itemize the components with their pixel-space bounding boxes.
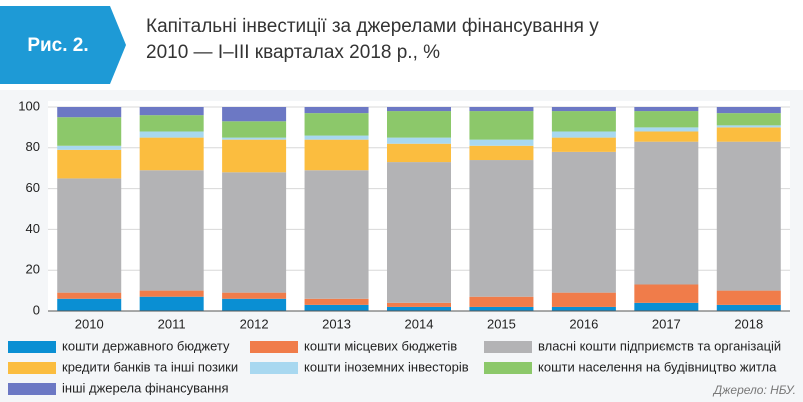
bar-segment [469,296,534,307]
bar-segment [57,178,122,293]
bar-segment [139,131,204,138]
x-tick-label: 2010 [75,316,104,331]
bar-segment [469,145,534,161]
badge: Рис. 2. [27,35,88,56]
bar-segment [387,143,451,163]
bar-segment [57,292,122,299]
bar-segment [304,135,369,140]
bar-segment [634,131,699,142]
bar-segment [634,302,699,311]
legend-label: інші джерела фінансування [62,380,229,395]
bar-segment [222,107,287,122]
bar-segment [304,107,369,114]
bar-segment [469,139,534,146]
bar-segment [387,107,451,112]
x-tick-label: 2018 [734,316,763,331]
bar-segment [716,141,781,291]
legend-swatch [8,362,56,374]
bar-segment [469,107,534,112]
legend-label: кошти населення на будівництво житла [538,359,777,374]
bar-segment [469,111,534,140]
bar-segment [57,149,122,179]
bar-segment [716,304,781,311]
bar-segment [634,284,699,303]
bar-segment [304,113,369,136]
bar-segment [304,139,369,171]
bar-segment [57,298,122,311]
bar-segment [716,107,781,114]
x-tick-label: 2017 [652,316,681,331]
x-tick-label: 2015 [487,316,516,331]
bar-segment [387,306,451,311]
bar-segment [716,113,781,126]
bar-segment [469,160,534,297]
bar-segment [57,117,122,146]
bar-segment [139,170,204,291]
legend-swatch [8,383,56,395]
bar-segment [304,304,369,311]
y-tick-label: 100 [18,98,40,113]
x-tick-label: 2016 [569,316,598,331]
legend-swatch [484,362,532,374]
bar-segment [634,111,699,128]
legend-swatch [250,341,298,353]
legend-swatch [250,362,298,374]
y-tick-label: 0 [33,302,40,317]
bar-segment [139,115,204,132]
bar-segment [222,121,287,138]
bar-segment [57,107,122,118]
bar-segment [551,131,616,138]
bar-segment [222,137,287,140]
bar-segment [551,292,616,307]
legend-label: власні кошти підприємств та організацій [538,338,781,353]
bar-segment [551,107,616,112]
bar-segment [222,292,287,299]
x-tick-label: 2014 [405,316,434,331]
bar-segment [387,302,451,307]
bar-segment [222,139,287,173]
bar-segment [139,290,204,297]
bar-segment [387,111,451,138]
bar-segment [716,290,781,305]
badge-shape [0,6,126,84]
legend-swatch [484,341,532,353]
bar-segment [139,296,204,311]
bar-segment [387,137,451,144]
bar-segment [387,162,451,303]
bar-segment [551,151,616,293]
y-tick-label: 20 [26,262,40,277]
bar-segment [304,298,369,305]
bar-segment [139,137,204,171]
bar-segment [634,127,699,132]
bar-segment [139,107,204,116]
legend-swatch [8,341,56,353]
legend-label: кошти іноземних інвесторів [304,359,469,374]
y-tick-label: 60 [26,180,40,195]
y-tick-label: 40 [26,221,40,236]
legend-label: кошти державного бюджету [62,338,230,353]
x-tick-label: 2012 [240,316,269,331]
bar-segment [469,306,534,311]
bar-segment [222,172,287,293]
bar-segment [716,127,781,142]
legend-label: кошти місцевих бюджетів [304,338,457,353]
bar-segment [57,145,122,150]
bar-segment [634,141,699,285]
bar-segment [304,170,369,299]
bar-segment [551,137,616,152]
bar-segment [716,125,781,128]
bar-segment [551,306,616,311]
x-tick-label: 2011 [158,316,186,331]
legend-label: кредити банків та інші позики [62,359,238,374]
bar-segment [551,111,616,132]
x-tick-label: 2013 [322,316,351,331]
source: Джерело: НБУ. [712,383,796,397]
bar-segment [222,298,287,311]
chart-title: Капітальні інвестиції за джерелами фінан… [146,16,599,63]
y-tick-label: 80 [26,139,40,154]
bar-segment [634,107,699,112]
